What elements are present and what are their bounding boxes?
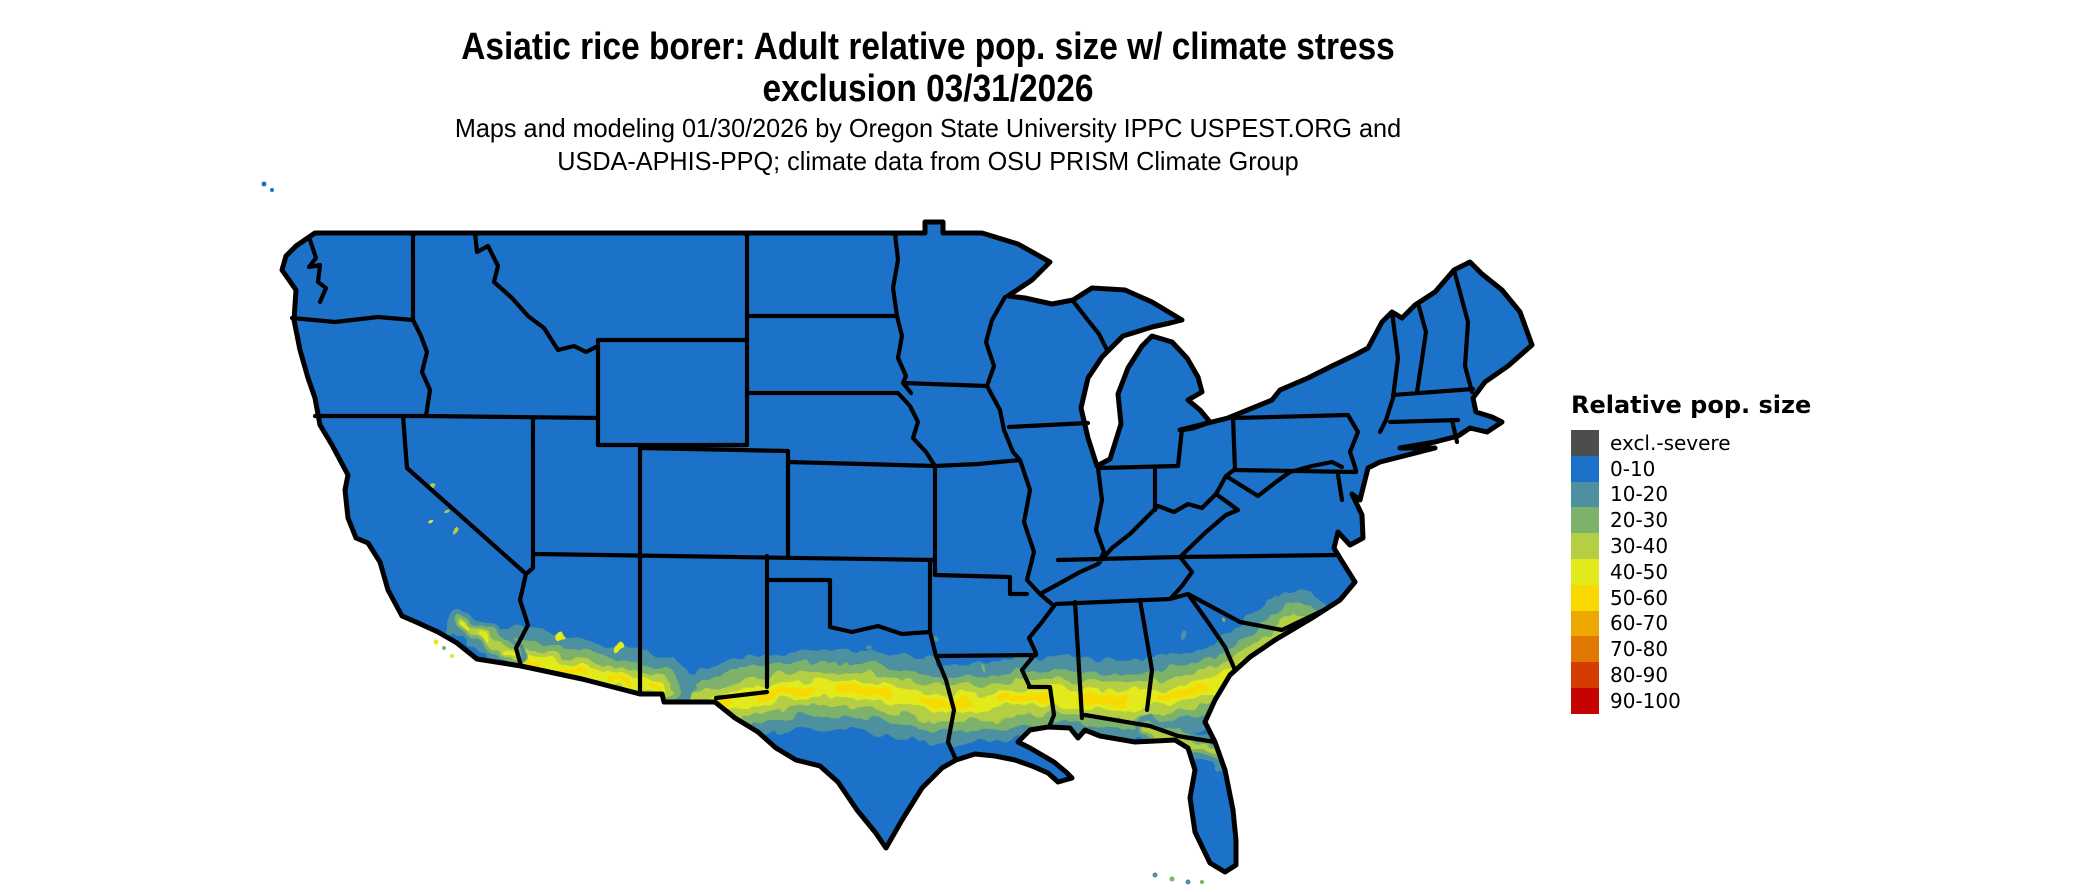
legend-item: 20-30 xyxy=(1571,507,1851,534)
legend-item: 80-90 xyxy=(1571,662,1851,688)
legend-title: Relative pop. size xyxy=(1571,391,1812,419)
arizona-band xyxy=(486,626,692,720)
map-title: Asiatic rice borer: Adult relative pop. … xyxy=(0,26,1856,110)
legend-label: 80-90 xyxy=(1610,663,1669,688)
legend: Relative pop. size excl.-severe 0-10 10-20… xyxy=(1571,391,1851,714)
legend-swatch xyxy=(1571,558,1599,585)
legend-swatch xyxy=(1571,687,1599,714)
legend-item: 50-60 xyxy=(1571,584,1851,611)
island-speckles xyxy=(261,181,1204,885)
legend-swatch xyxy=(1571,636,1599,663)
state-borders xyxy=(289,230,1476,763)
us-map-svg xyxy=(261,181,1540,885)
legend-items: excl.-severe 0-10 10-20 20-30 30-40 40-50 50-6… xyxy=(1571,430,1851,714)
nation-fill xyxy=(282,222,1532,872)
legend-label: 90-100 xyxy=(1610,688,1681,713)
legend-label: 0-10 xyxy=(1610,456,1656,481)
legend-item: 10-20 xyxy=(1571,481,1851,508)
fringe-speckles xyxy=(428,482,1225,745)
map-subtitle-line1: Maps and modeling 01/30/2026 by Oregon S… xyxy=(454,113,1402,143)
legend-label: 10-20 xyxy=(1610,482,1669,507)
legend-label: 60-70 xyxy=(1610,611,1669,636)
legend-item: 70-80 xyxy=(1571,636,1851,663)
legend-swatch xyxy=(1571,481,1599,508)
legend-item: 0-10 xyxy=(1571,455,1851,482)
legend-label: 20-30 xyxy=(1610,508,1669,533)
legend-swatch xyxy=(1571,662,1599,688)
map-subtitle-line2: USDA-APHIS-PPQ; climate data from OSU PR… xyxy=(557,146,1299,176)
legend-swatch xyxy=(1571,455,1599,482)
legend-label: 40-50 xyxy=(1610,559,1669,584)
legend-swatch xyxy=(1571,584,1599,611)
legend-label: 30-40 xyxy=(1610,534,1669,559)
legend-swatch xyxy=(1571,610,1599,637)
legend-item: 90-100 xyxy=(1571,687,1851,714)
legend-swatch xyxy=(1571,533,1599,559)
legend-label: excl.-severe xyxy=(1610,430,1731,455)
california-band xyxy=(447,612,527,669)
map-title-line2: exclusion 03/31/2026 xyxy=(762,68,1094,110)
legend-item: 30-40 xyxy=(1571,533,1851,559)
legend-label: 50-60 xyxy=(1610,585,1669,610)
legend-swatch xyxy=(1571,430,1599,456)
map-title-line1: Asiatic rice borer: Adult relative pop. … xyxy=(461,26,1395,68)
legend-label: 70-80 xyxy=(1610,637,1669,662)
legend-item: 60-70 xyxy=(1571,610,1851,637)
legend-item: excl.-severe xyxy=(1571,430,1851,456)
legend-item: 40-50 xyxy=(1571,558,1851,585)
us-choropleth-map xyxy=(230,170,1540,885)
legend-swatch xyxy=(1571,507,1599,534)
map-subtitle: Maps and modeling 01/30/2026 by Oregon S… xyxy=(0,112,1856,178)
